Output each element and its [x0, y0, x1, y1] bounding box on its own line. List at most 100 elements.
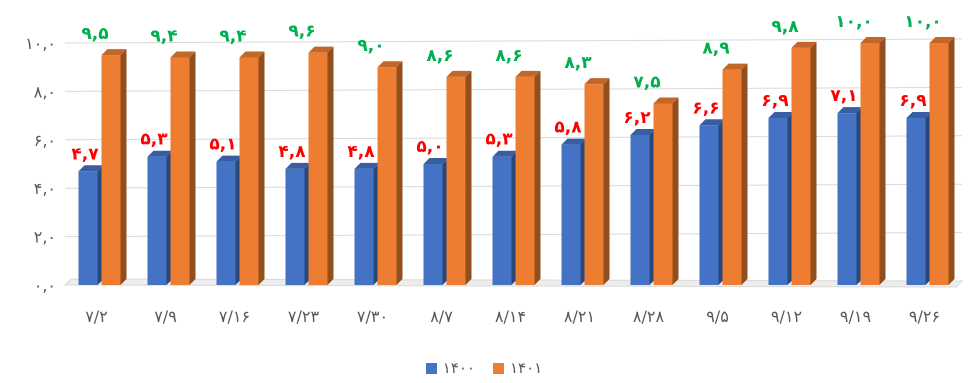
data-label-1400: ۶,۹: [761, 91, 789, 111]
bar-1401-side: [810, 41, 817, 286]
bar-1401: [308, 52, 328, 286]
x-tick-label: ۷/۲: [85, 307, 108, 326]
y-tick-label: ۶,۰: [34, 131, 56, 150]
bar-1400-top: [78, 165, 104, 172]
data-label-1401: ۱۰,۰: [835, 12, 873, 32]
bar-1401: [515, 76, 535, 285]
gridline: [64, 38, 963, 44]
y-tick-label: ۱۰,۰: [25, 34, 56, 53]
bar-1400-top: [699, 119, 725, 126]
bar-1401: [653, 103, 673, 285]
y-tick-label: ۴,۰: [34, 179, 56, 198]
bar-1400-top: [216, 155, 242, 162]
bar-1401-side: [879, 37, 886, 285]
bar-1401-side: [258, 51, 265, 285]
data-label-1400: ۷,۱: [830, 86, 857, 106]
bar-1401: [446, 76, 466, 285]
x-tick-label: ۹/۵: [706, 307, 729, 326]
x-tick-label: ۸/۲۱: [564, 307, 595, 326]
bar-1400: [630, 134, 650, 285]
bar-1401-side: [948, 37, 955, 285]
bar-1400-top: [630, 128, 656, 135]
bar-1401-top: [929, 37, 955, 43]
bar-1401: [722, 69, 742, 286]
data-label-1400: ۶,۲: [623, 108, 651, 128]
bar-1401: [929, 43, 949, 285]
data-label-1400: ۵,۸: [554, 118, 582, 138]
gridline: [64, 86, 963, 92]
data-label-1400: ۴,۷: [71, 144, 99, 164]
bar-1401-top: [170, 51, 196, 58]
bar-1400: [906, 118, 926, 286]
data-label-1400: ۴,۸: [347, 142, 375, 162]
bar-1401-side: [189, 51, 196, 285]
bar-1400: [354, 168, 374, 285]
bar-1400: [78, 171, 98, 285]
bar-1401-top: [860, 37, 886, 43]
data-label-1400: ۴,۸: [278, 142, 306, 162]
bar-1400: [216, 161, 236, 285]
bar-1400: [699, 125, 719, 285]
x-tick-label: ۹/۱۲: [771, 307, 802, 326]
bar-1400: [492, 156, 512, 285]
bar-1401-top: [101, 49, 127, 56]
bar-1401-side: [396, 61, 403, 286]
legend-label-1401: ۱۴۰۱: [510, 359, 543, 377]
y-tick-label: ۲,۰: [34, 228, 56, 247]
bar-1400-top: [906, 112, 932, 119]
bar-1401-top: [653, 97, 679, 104]
bar-1400-top: [285, 162, 311, 169]
bar-1400-top: [837, 107, 863, 114]
x-tick-label: ۸/۷: [430, 307, 453, 326]
bar-1400-top: [492, 150, 518, 157]
bar-1400: [285, 168, 305, 285]
bar-1400-top: [354, 162, 380, 169]
x-tick-label: ۸/۲۸: [633, 307, 665, 326]
data-label-1400: ۵,۰: [416, 137, 443, 157]
bar-1400: [147, 156, 167, 285]
bar-1400-top: [423, 158, 449, 164]
x-tick-label: ۷/۹: [154, 307, 177, 326]
legend-swatch-1400: [425, 362, 437, 374]
data-label-1401: ۹,۵: [81, 24, 108, 44]
data-label-1401: ۹,۴: [219, 27, 246, 47]
bar-1400: [768, 118, 788, 286]
bar-1401-side: [741, 63, 748, 286]
bar-1400: [837, 113, 857, 286]
bar-1401-side: [120, 49, 127, 285]
x-tick-label: ۸/۱۴: [495, 307, 526, 326]
bar-1401-side: [672, 97, 679, 285]
bar-1401: [584, 84, 604, 285]
data-label-1401: ۹,۸: [771, 17, 799, 37]
data-label-1400: ۵,۳: [485, 130, 513, 150]
data-label-1401: ۸,۳: [564, 53, 592, 73]
bar-1401: [170, 57, 190, 285]
bar-1401-top: [377, 61, 403, 68]
data-label-1400: ۶,۹: [899, 91, 927, 111]
bar-1400: [423, 164, 443, 285]
x-tick-label: ۹/۲۶: [909, 307, 940, 326]
bar-1400: [561, 144, 581, 285]
legend-label-1400: ۱۴۰۰: [442, 359, 475, 377]
data-label-1401: ۸,۶: [495, 46, 522, 66]
bar-1401-top: [515, 70, 541, 77]
bar-1401-side: [327, 46, 334, 286]
data-label-1400: ۵,۳: [140, 130, 168, 150]
data-label-1401: ۹,۶: [288, 22, 315, 42]
bar-1401: [101, 55, 121, 285]
data-label-1401: ۷,۵: [633, 73, 660, 93]
bar-1401-top: [584, 78, 610, 85]
bar-1401-top: [239, 51, 265, 58]
x-tick-label: ۹/۱۹: [840, 307, 871, 326]
data-label-1401: ۹,۴: [150, 27, 177, 47]
x-tick-label: ۷/۲۳: [288, 307, 320, 326]
bar-1401-side: [465, 70, 472, 285]
bar-1400-top: [768, 112, 794, 119]
bar-1401: [377, 67, 397, 285]
bar-1401-top: [446, 70, 472, 77]
data-label-1401: ۹,۰: [357, 36, 384, 56]
y-tick-label: ۸,۰: [34, 82, 56, 101]
bar-1401-side: [534, 70, 541, 285]
data-label-1400: ۵,۱: [209, 135, 236, 155]
chart-plot: ۰,۰ ۲,۰ ۴,۰ ۶,۰ ۸,۰ ۱۰,۰ ۴,۷ ۹,۵ ۷/۲ ۵,۳ ۹,۴ ۷/۹ ۵,۱…: [25, 12, 964, 326]
